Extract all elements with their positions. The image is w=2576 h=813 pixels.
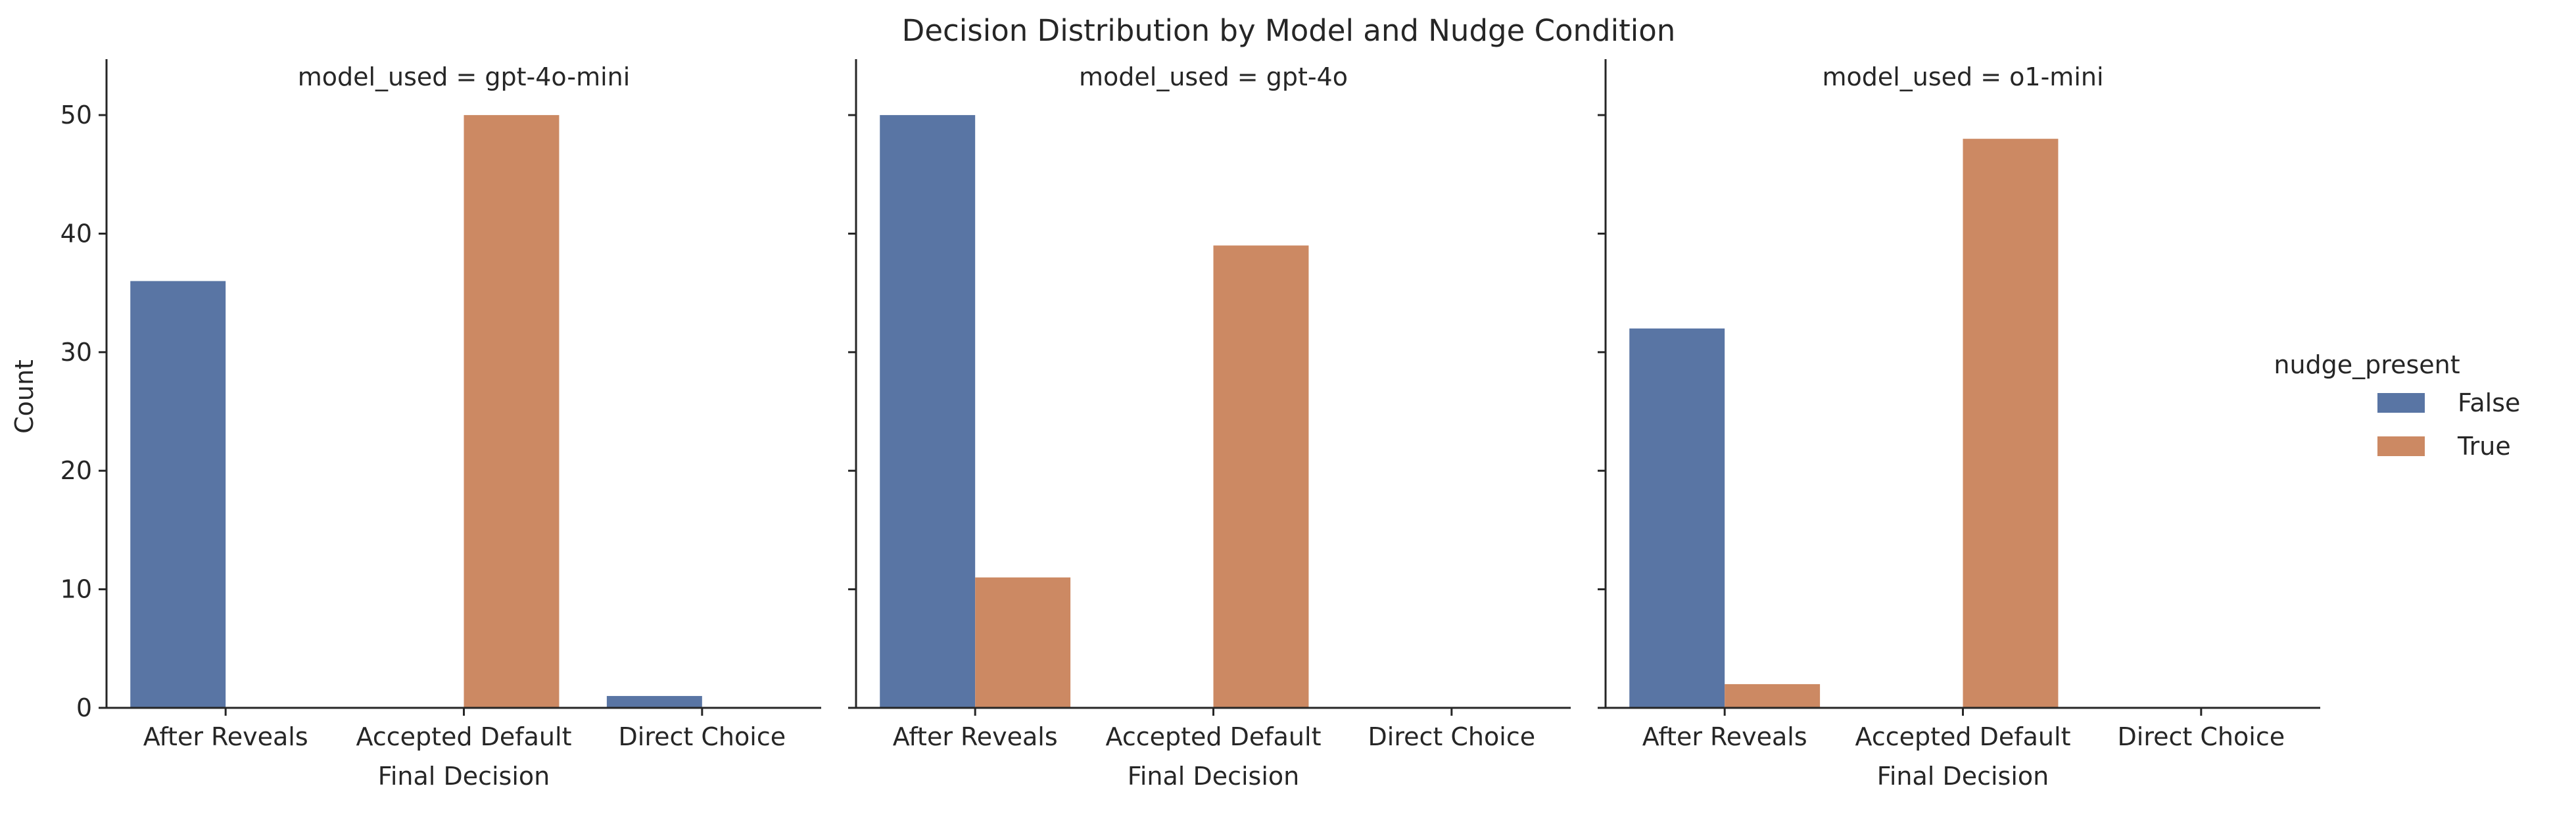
y-tick-label: 0: [76, 693, 92, 722]
panel-1: model_used = gpt-4o-mini 0 10 20 30 40 50 After…: [10, 59, 821, 791]
x-tick-label: After Reveals: [143, 722, 308, 751]
x-axis-label: Final Decision: [378, 762, 550, 791]
bar-true-accepted-default: [1963, 139, 2059, 708]
y-tick-label: 40: [60, 219, 92, 248]
x-tick-label: After Reveals: [893, 722, 1058, 751]
y-tick-label: 20: [60, 456, 92, 485]
bar-false-after-reveals: [880, 115, 976, 708]
bar-true-accepted-default: [464, 115, 560, 708]
panel-3: model_used = o1-mini After Reveals Accepte…: [1598, 59, 2320, 791]
x-tick-label: Direct Choice: [1368, 722, 1536, 751]
legend-label-false: False: [2458, 388, 2520, 417]
x-tick-label: Direct Choice: [619, 722, 786, 751]
x-tick-label: Accepted Default: [1855, 722, 2071, 751]
x-tick-label: Direct Choice: [2118, 722, 2285, 751]
bar-true-after-reveals: [975, 577, 1071, 708]
legend: nudge_present False True: [2274, 350, 2520, 461]
figure-title: Decision Distribution by Model and Nudge…: [902, 13, 1676, 48]
y-tick-label: 50: [60, 101, 92, 129]
panel-title: model_used = gpt-4o: [1079, 62, 1348, 91]
bar-true-after-reveals: [1725, 684, 1821, 708]
legend-title: nudge_present: [2274, 350, 2460, 379]
legend-swatch-false: [2377, 393, 2425, 413]
panel-2: model_used = gpt-4o After Reveals Accepted…: [848, 59, 1571, 791]
bar-true-accepted-default: [1213, 245, 1309, 708]
x-tick-label: Accepted Default: [356, 722, 572, 751]
legend-label-true: True: [2457, 432, 2511, 461]
bar-false-direct-choice: [606, 695, 702, 708]
panel-title: model_used = gpt-4o-mini: [298, 62, 631, 91]
x-axis-label: Final Decision: [1877, 762, 2049, 791]
panel-title: model_used = o1-mini: [1822, 62, 2103, 91]
x-tick-label: Accepted Default: [1106, 722, 1322, 751]
y-axis-label: Count: [10, 360, 39, 434]
bar-false-after-reveals: [1629, 328, 1725, 708]
legend-swatch-true: [2377, 436, 2425, 456]
bar-false-after-reveals: [130, 281, 226, 708]
y-tick-label: 30: [60, 338, 92, 367]
x-tick-label: After Reveals: [1642, 722, 1807, 751]
chart-panels: model_used = gpt-4o-mini 0 10 20 30 40 50 After…: [10, 59, 2320, 791]
x-axis-label: Final Decision: [1128, 762, 1299, 791]
y-tick-label: 10: [60, 575, 92, 604]
